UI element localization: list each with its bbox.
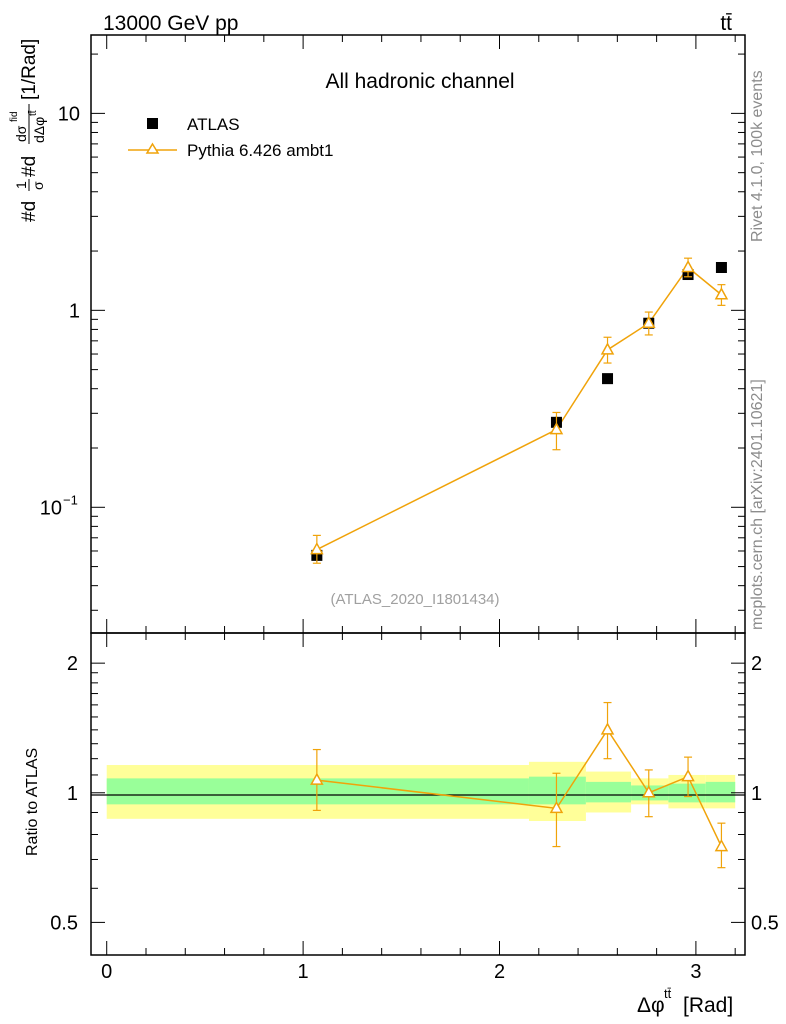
process-label: tt̄ [720, 12, 732, 35]
legend-label-pythia: Pythia 6.426 ambt1 [187, 141, 333, 160]
ylabel-unit: [1/Rad] [19, 39, 40, 100]
x-axis-label: Δφ tt̄ [Rad] [637, 986, 733, 1017]
legend-marker-pythia [145, 142, 160, 154]
ylabel-frac1-den: σ [30, 181, 46, 190]
mc-point [714, 287, 729, 300]
energy-label: 13000 GeV pp [103, 12, 238, 35]
xlabel-sup: tt̄ [664, 986, 672, 1001]
ratio-y-tick-label-right: 0.5 [751, 912, 779, 934]
mc-point [310, 542, 324, 555]
legend-label-atlas: ATLAS [187, 115, 240, 134]
ylabel-frac2-den-sup: tt̄ [27, 110, 39, 116]
xlabel-base: Δφ [637, 994, 665, 1017]
main-axis-ticks [91, 35, 745, 633]
ylabel-prefix: #d [19, 201, 40, 222]
ratio-y-tick-label-left: 0.5 [50, 912, 78, 934]
mc-point [549, 422, 564, 435]
ylabel-frac1-num: 1 [13, 181, 29, 189]
y-tick-label: 10 [40, 497, 62, 519]
atlas-point [715, 261, 727, 273]
band-inner [528, 776, 586, 805]
main-y-axis-label: #d 1 σ #d dσ fid dΔφ tt̄ [1/Rad] [9, 39, 47, 222]
ratio-mc-point [310, 772, 324, 785]
mc-point [641, 315, 656, 328]
ratio-axis-ticks [91, 633, 745, 955]
band-inner [668, 783, 706, 803]
y-tick-label-exponent: −1 [63, 492, 78, 507]
xlabel-unit: [Rad] [683, 994, 733, 1017]
analysis-reference: (ATLAS_2020_I1801434) [330, 591, 499, 608]
mc-point [600, 342, 615, 355]
ratio-y-tick-label-left: 2 [67, 653, 78, 675]
ratio-mc-point [681, 769, 695, 782]
ratio-mc-point [641, 785, 656, 798]
ratio-y-tick-label-right: 2 [751, 653, 762, 675]
x-tick-label: 3 [690, 961, 701, 983]
ratio-mc-point [600, 722, 615, 735]
mc-point [681, 259, 695, 273]
ratio-y-axis-label: Ratio to ATLAS [24, 748, 41, 856]
ratio-plot-frame [90, 632, 746, 956]
mcplots-label: mcplots.cern.ch [arXiv:2401.10621] [749, 379, 766, 630]
ylabel-mid: #d [19, 156, 40, 177]
y-tick-label: 10 [58, 103, 80, 125]
ratio-plot-panel: 0.5 0.5 1 1 2 2 0 1 2 3 Ratio to ATLAS Δφ tt̄ [Ra… [24, 632, 779, 1017]
ratio-y-tick-label-left: 1 [67, 783, 78, 805]
ratio-tick-labels: 0.5 0.5 1 1 2 2 0 1 2 3 [50, 653, 779, 983]
atlas-point [602, 373, 614, 385]
band-inner [705, 781, 736, 803]
ratio-data-layer [310, 701, 729, 869]
ratio-mc-point [714, 839, 729, 852]
mc-line [316, 266, 722, 551]
ylabel-frac2-num-sup: fid [9, 111, 20, 122]
ratio-uncertainty-bands [106, 761, 736, 821]
band-inner [585, 781, 632, 803]
rivet-label: Rivet 4.1.0, 100k events [749, 70, 766, 242]
x-tick-label: 0 [101, 961, 112, 983]
ylabel-frac2-den: dΔφ [31, 117, 47, 143]
y-tick-label: 1 [69, 300, 80, 322]
x-tick-label: 2 [494, 961, 505, 983]
ylabel-frac2-num: dσ [13, 125, 29, 142]
ratio-y-tick-label-right: 1 [751, 783, 762, 805]
chart-title: All hadronic channel [325, 70, 514, 93]
ratio-mc-point [549, 800, 564, 814]
legend: ATLAS Pythia 6.426 ambt1 [128, 115, 333, 160]
legend-marker-atlas [147, 118, 158, 129]
ratio-mc-line [316, 728, 723, 847]
main-data-layer [310, 257, 729, 564]
x-tick-label: 1 [298, 961, 309, 983]
